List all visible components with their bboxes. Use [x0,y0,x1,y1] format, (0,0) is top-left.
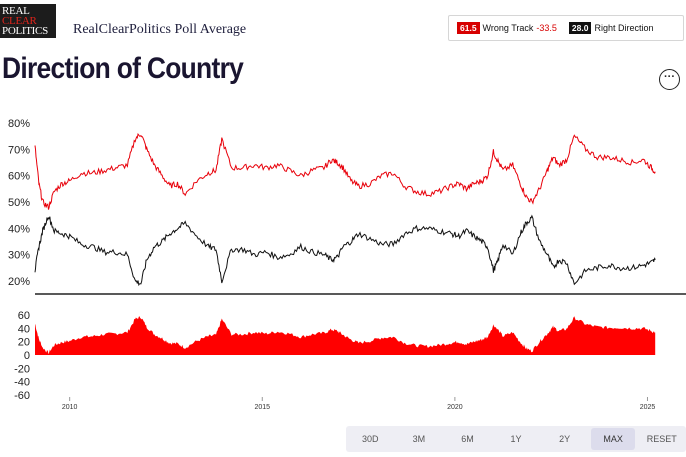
spread-area [35,316,656,355]
x-tick-label: 2025 [640,404,656,411]
y-tick-label: 50% [8,197,30,209]
page-title: Direction of Country [2,52,244,85]
range-selector: 30D 3M 6M 1Y 2Y MAX RESET [346,426,686,452]
y-tick-label: 40% [8,223,30,235]
x-tick-label: 2020 [447,404,463,411]
range-button-3m[interactable]: 3M [412,434,426,444]
range-button-2y[interactable]: 2Y [559,434,571,444]
wrong-track-line [34,132,656,210]
brand-title: RealClearPolitics Poll Average [73,22,247,37]
x-tick-label: 2015 [254,404,270,411]
wrong-track-value-badge: 61.5 [457,22,480,34]
range-button-1y[interactable]: 1Y [510,434,522,444]
spread-y-tick-label: 20 [18,337,30,349]
more-options-button[interactable]: ··· [659,69,680,90]
rcp-logo: REAL CLEAR POLITICS [0,4,56,38]
spread-y-tick-label: 0 [24,350,30,362]
spread-y-tick-label: -40 [14,377,30,389]
ellipsis-icon: ··· [664,71,675,83]
spread-y-tick-label: -60 [14,390,30,402]
wrong-track-label: Wrong Track [482,23,534,33]
spread-value: -33.5 [536,23,557,33]
y-tick-label: 60% [8,171,30,183]
range-button-max[interactable]: MAX [590,428,636,450]
right-direction-value-badge: 28.0 [568,22,592,34]
spread-y-tick-label: 40 [18,323,30,335]
y-tick-label: 70% [8,144,30,156]
range-button-30d[interactable]: 30D [362,434,379,444]
logo-line-1: REAL [2,5,30,17]
right-direction-line [34,214,656,287]
y-tick-label: 30% [8,250,30,262]
range-button-6m[interactable]: 6M [461,434,474,444]
range-button-reset[interactable]: RESET [646,434,677,444]
logo-line-2: CLEAR [2,15,37,27]
right-direction-label: Right Direction [594,23,654,33]
legend: 61.5 Wrong Track -33.5 28.0 Right Direct… [448,15,684,41]
y-tick-label: 80% [8,118,30,130]
x-tick-label: 2010 [62,404,78,411]
logo-line-3: POLITICS [2,25,48,37]
spread-y-tick-label: -20 [14,363,30,375]
spread-y-tick-label: 60 [18,310,30,322]
y-tick-label: 20% [8,276,30,288]
